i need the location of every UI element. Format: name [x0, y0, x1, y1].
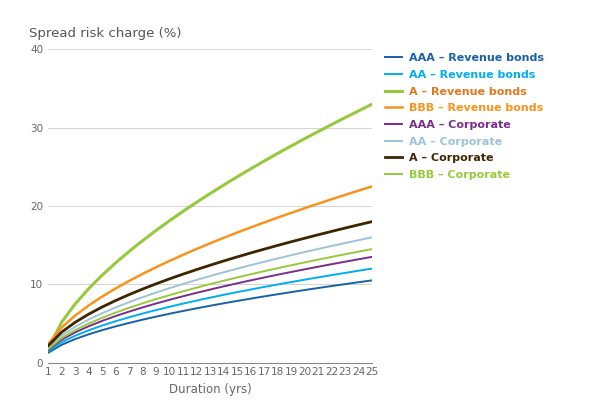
Text: Spread risk charge (%): Spread risk charge (%) [29, 27, 181, 40]
X-axis label: Duration (yrs): Duration (yrs) [169, 383, 251, 396]
Legend: AAA – Revenue bonds, AA – Revenue bonds, A – Revenue bonds, BBB – Revenue bonds,: AAA – Revenue bonds, AA – Revenue bonds,… [381, 49, 548, 184]
